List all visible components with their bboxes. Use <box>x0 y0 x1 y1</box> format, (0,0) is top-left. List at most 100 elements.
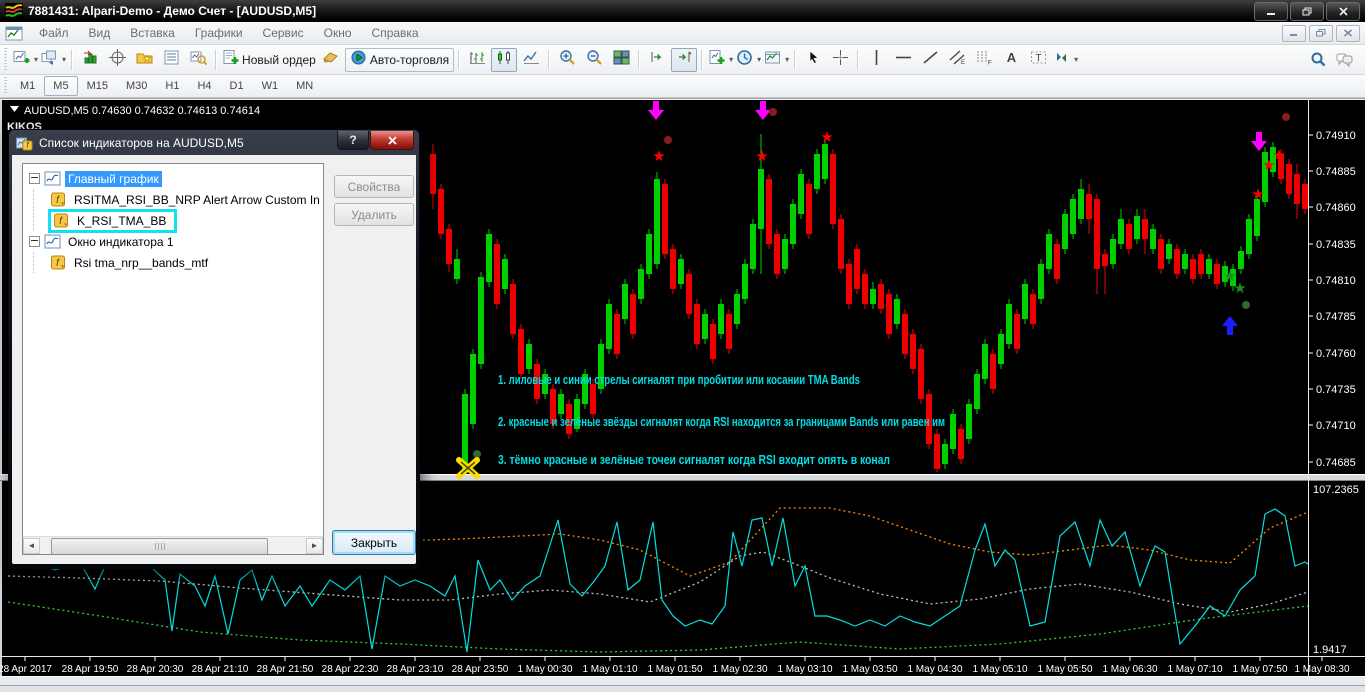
tree-item-label: Rsi tma_nrp__bands_mtf <box>74 255 209 270</box>
tree-collapse-toggle[interactable] <box>29 173 40 184</box>
toolbar-separator <box>857 49 860 70</box>
data-window-button[interactable] <box>104 48 130 72</box>
text-label-icon: T <box>1030 49 1047 71</box>
toolbar-drag-handle[interactable] <box>2 77 9 95</box>
chevron-down-icon[interactable]: ▾ <box>757 55 762 64</box>
text-label-button[interactable]: T <box>1025 48 1051 72</box>
menu-файл[interactable]: Файл <box>39 26 69 40</box>
child-minimize-button[interactable] <box>1282 24 1306 42</box>
profiles-button[interactable]: ▾ <box>40 48 67 72</box>
chart-window-icon[interactable] <box>5 26 23 41</box>
close-dialog-button[interactable]: Закрыть <box>332 530 416 555</box>
candle-chart-button[interactable] <box>491 47 518 72</box>
chevron-down-icon[interactable]: ▾ <box>34 55 39 64</box>
fibonacci-button[interactable]: F <box>971 48 997 72</box>
svg-text:1 May 01:50: 1 May 01:50 <box>647 664 702 675</box>
tree-item-rsi-tma-nrp-bands-mtf[interactable]: f Rsi tma_nrp__bands_mtf <box>29 252 323 273</box>
crosshair-button[interactable] <box>827 48 853 72</box>
svg-text:0.74860: 0.74860 <box>1316 202 1356 214</box>
new-order-label: Новый ордер <box>242 52 316 67</box>
close-button[interactable] <box>1326 1 1360 21</box>
child-restore-button[interactable] <box>1309 24 1333 42</box>
zoom-out-button[interactable] <box>581 48 607 72</box>
child-close-button[interactable] <box>1336 24 1360 42</box>
scroll-left-button[interactable]: ◄ <box>23 537 40 554</box>
timeframe-w1-button[interactable]: W1 <box>261 80 279 92</box>
indicator-fx-icon: f <box>50 192 67 207</box>
indicator-tree: Главный график f RSITMA_RSI_BB_NRP Alert A… <box>22 163 324 555</box>
auto-scroll-button[interactable] <box>644 48 670 72</box>
menu-окно[interactable]: Окно <box>323 26 352 40</box>
timeframe-h1-button[interactable]: H1 <box>165 80 180 92</box>
delete-button[interactable]: Удалить <box>334 203 414 226</box>
vertical-line-button[interactable] <box>863 48 889 72</box>
arrows-button[interactable]: ▾ <box>1052 48 1079 72</box>
tree-item-k-rsi-tma-bb[interactable]: f K_RSI_TMA_BB <box>29 208 323 233</box>
equidistant-channel-button[interactable]: E <box>944 48 970 72</box>
metaeditor-button[interactable] <box>318 48 344 72</box>
chevron-down-icon[interactable]: ▾ <box>62 55 67 64</box>
timeframe-m15-button[interactable]: M15 <box>86 80 108 92</box>
dialog-title-bar: f Список индикаторов на AUDUSD,M5 ? <box>12 130 416 155</box>
templates-button[interactable]: ▾ <box>763 48 790 72</box>
periods-button[interactable]: ▾ <box>735 48 762 72</box>
timeframe-m5-button[interactable]: M5 <box>44 76 78 96</box>
scroll-right-button[interactable]: ► <box>306 537 323 554</box>
timeframe-mn-button[interactable]: MN <box>296 80 314 92</box>
text-button[interactable]: A <box>998 48 1024 72</box>
menu-графики[interactable]: Графики <box>194 26 243 40</box>
search-button[interactable] <box>1305 48 1331 72</box>
menu-сервис[interactable]: Сервис <box>262 26 304 40</box>
periods-icon <box>736 49 753 71</box>
candle-chart-icon <box>496 49 513 71</box>
timeframe-h4-button[interactable]: H4 <box>197 80 212 92</box>
cursor-icon <box>805 49 822 71</box>
auto-trading-button[interactable]: Авто-торговля <box>344 47 455 72</box>
profiles-icon <box>41 49 58 71</box>
chevron-down-icon[interactable]: ▾ <box>785 55 790 64</box>
bar-chart-button[interactable] <box>464 48 490 72</box>
menu-вид[interactable]: Вид <box>88 26 111 40</box>
new-order-button[interactable]: Новый ордер <box>221 48 317 72</box>
svg-text:28 Apr 20:30: 28 Apr 20:30 <box>127 664 184 675</box>
minimize-button[interactable] <box>1254 1 1288 21</box>
timeframe-m1-button[interactable]: M1 <box>20 80 36 92</box>
cursor-button[interactable] <box>800 48 826 72</box>
terminal-button[interactable] <box>158 48 184 72</box>
trendline-icon <box>922 49 939 71</box>
tree-horizontal-scrollbar[interactable]: ◄ ► <box>23 536 323 554</box>
restore-button[interactable] <box>1290 1 1324 21</box>
svg-text:28 Apr 23:50: 28 Apr 23:50 <box>452 664 509 675</box>
chevron-down-icon[interactable]: ▾ <box>1074 55 1079 64</box>
tree-item-главный-график[interactable]: Главный график <box>29 168 323 189</box>
chat-button[interactable] <box>1331 48 1357 72</box>
indicators-button[interactable]: ▾ <box>707 48 734 72</box>
line-chart-button[interactable] <box>518 48 544 72</box>
toolbar-drag-handle[interactable] <box>2 47 9 72</box>
chart-shift-button[interactable] <box>671 47 698 72</box>
menu-справка[interactable]: Справка <box>371 26 419 40</box>
tree-item-rsitma-rsi-bb-nrp-alert-arrow-custom-in[interactable]: f RSITMA_RSI_BB_NRP Alert Arrow Custom In <box>29 189 323 210</box>
zoom-in-button[interactable] <box>554 48 580 72</box>
chevron-down-icon[interactable]: ▾ <box>729 55 734 64</box>
tile-windows-button[interactable] <box>608 48 634 72</box>
dialog-close-x-button[interactable] <box>370 131 414 150</box>
strategy-tester-button[interactable] <box>185 48 211 72</box>
tree-item-окно-индикатора-1[interactable]: Окно индикатора 1 <box>29 231 323 252</box>
tree-collapse-toggle[interactable] <box>29 236 40 247</box>
svg-text:28 Apr 2017: 28 Apr 2017 <box>0 664 52 675</box>
timeframe-m30-button[interactable]: M30 <box>125 80 148 92</box>
dialog-help-button[interactable]: ? <box>337 131 369 150</box>
properties-button[interactable]: Свойства <box>334 175 414 198</box>
horizontal-line-button[interactable] <box>890 48 916 72</box>
menu-вставка[interactable]: Вставка <box>130 26 175 40</box>
timeframe-d1-button[interactable]: D1 <box>229 80 244 92</box>
navigator-button[interactable] <box>131 48 157 72</box>
scrollbar-thumb[interactable] <box>51 538 268 554</box>
chart-node-icon <box>44 171 61 186</box>
market-watch-button[interactable] <box>77 48 103 72</box>
new-chart-button[interactable]: ▾ <box>12 48 39 72</box>
toolbar-separator <box>215 49 218 70</box>
trendline-button[interactable] <box>917 48 943 72</box>
